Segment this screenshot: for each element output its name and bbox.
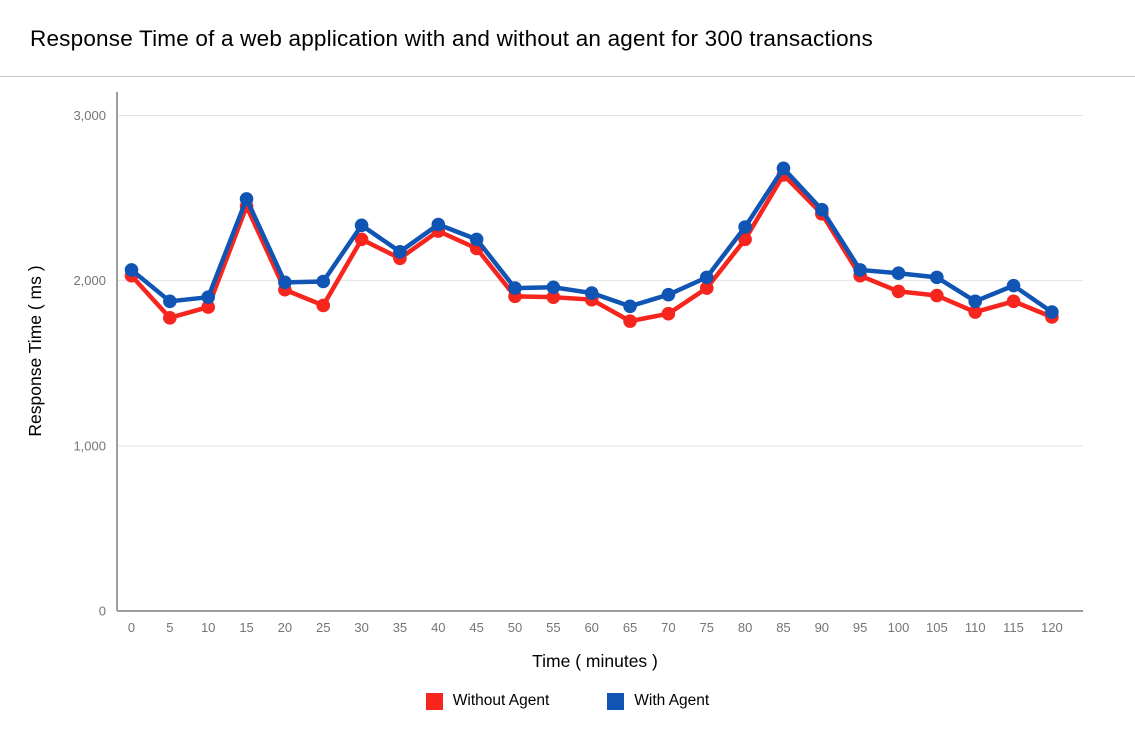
data-point-with-agent[interactable] bbox=[316, 274, 331, 289]
y-tick-label: 0 bbox=[99, 604, 106, 619]
data-point-with-agent[interactable] bbox=[1006, 278, 1021, 293]
data-point-without-agent[interactable] bbox=[546, 290, 561, 304]
data-point-with-agent[interactable] bbox=[469, 232, 484, 247]
x-tick-label: 10 bbox=[201, 620, 215, 635]
x-tick-label: 0 bbox=[128, 620, 135, 635]
data-point-without-agent[interactable] bbox=[661, 306, 676, 321]
data-point-with-agent[interactable] bbox=[239, 192, 254, 206]
x-tick-label: 120 bbox=[1041, 620, 1063, 635]
data-point-with-agent[interactable] bbox=[853, 263, 867, 277]
x-tick-label: 100 bbox=[888, 620, 910, 635]
legend-item-without-agent[interactable]: Without Agent bbox=[425, 692, 550, 710]
y-tick-label: 2,000 bbox=[73, 273, 106, 288]
legend-swatch-without-agent bbox=[425, 692, 443, 710]
data-point-without-agent[interactable] bbox=[968, 305, 982, 319]
data-point-without-agent[interactable] bbox=[1006, 294, 1021, 309]
data-point-with-agent[interactable] bbox=[661, 287, 676, 302]
data-point-with-agent[interactable] bbox=[776, 161, 791, 176]
header-divider bbox=[0, 76, 1135, 77]
x-tick-label: 5 bbox=[166, 620, 173, 635]
x-tick-label: 110 bbox=[965, 620, 986, 635]
y-axis-title: Response Time ( ms ) bbox=[25, 265, 45, 436]
x-tick-label: 60 bbox=[584, 620, 598, 635]
data-point-with-agent[interactable] bbox=[431, 217, 446, 232]
x-tick-label: 55 bbox=[546, 620, 560, 635]
x-tick-label: 40 bbox=[431, 620, 445, 635]
x-tick-label: 85 bbox=[776, 620, 790, 635]
data-point-with-agent[interactable] bbox=[278, 275, 292, 290]
data-point-without-agent[interactable] bbox=[201, 300, 215, 314]
legend-swatch-with-agent bbox=[607, 692, 625, 710]
x-tick-label: 45 bbox=[469, 620, 483, 635]
legend-item-with-agent[interactable]: With Agent bbox=[607, 692, 709, 710]
data-point-with-agent[interactable] bbox=[699, 270, 714, 285]
data-point-with-agent[interactable] bbox=[1045, 305, 1059, 319]
data-point-without-agent[interactable] bbox=[891, 284, 906, 299]
data-point-with-agent[interactable] bbox=[546, 280, 561, 295]
x-tick-label: 80 bbox=[738, 620, 752, 635]
y-tick-label: 3,000 bbox=[73, 108, 106, 123]
data-point-without-agent[interactable] bbox=[163, 311, 177, 325]
y-tick-label: 1,000 bbox=[73, 438, 106, 453]
data-point-with-agent[interactable] bbox=[201, 290, 215, 304]
x-tick-label: 90 bbox=[815, 620, 829, 635]
x-tick-label: 20 bbox=[278, 620, 292, 635]
x-tick-label: 95 bbox=[853, 620, 867, 635]
data-point-with-agent[interactable] bbox=[508, 281, 522, 295]
data-point-with-agent[interactable] bbox=[930, 270, 944, 285]
x-tick-label: 50 bbox=[508, 620, 522, 635]
x-axis-title: Time ( minutes ) bbox=[532, 651, 658, 671]
data-point-with-agent[interactable] bbox=[815, 202, 829, 217]
x-tick-label: 70 bbox=[661, 620, 675, 635]
data-point-without-agent[interactable] bbox=[699, 281, 714, 295]
data-point-without-agent[interactable] bbox=[316, 298, 331, 313]
chart-canvas: 0 1,000 2,000 3,000 0 5 10 15 20 25 30 35 40 45 50 55 60… bbox=[25, 92, 1083, 671]
data-point-with-agent[interactable] bbox=[163, 294, 177, 309]
x-tick-label: 65 bbox=[623, 620, 637, 635]
x-tick-label: 15 bbox=[239, 620, 253, 635]
data-point-with-agent[interactable] bbox=[354, 218, 369, 233]
chart-title: Response Time of a web application with … bbox=[30, 26, 873, 51]
legend-label-without-agent: Without Agent bbox=[452, 692, 550, 709]
data-point-without-agent[interactable] bbox=[930, 288, 944, 303]
chart-legend: Without Agent With Agent bbox=[0, 692, 1135, 710]
x-tick-label: 105 bbox=[926, 620, 948, 635]
x-tick-label: 115 bbox=[1003, 620, 1024, 635]
data-point-with-agent[interactable] bbox=[124, 263, 139, 277]
data-point-without-agent[interactable] bbox=[738, 232, 752, 247]
data-point-with-agent[interactable] bbox=[968, 294, 982, 309]
x-tick-label: 30 bbox=[354, 620, 368, 635]
x-tick-label: 75 bbox=[700, 620, 714, 635]
data-point-with-agent[interactable] bbox=[584, 286, 599, 300]
data-point-with-agent[interactable] bbox=[738, 220, 752, 234]
legend-label-with-agent: With Agent bbox=[634, 692, 710, 709]
data-point-with-agent[interactable] bbox=[623, 299, 637, 314]
data-point-with-agent[interactable] bbox=[891, 266, 906, 281]
x-tick-label: 25 bbox=[316, 620, 330, 635]
data-point-without-agent[interactable] bbox=[354, 232, 369, 247]
data-point-with-agent[interactable] bbox=[393, 244, 407, 259]
data-point-without-agent[interactable] bbox=[623, 314, 637, 328]
x-tick-label: 35 bbox=[393, 620, 407, 635]
